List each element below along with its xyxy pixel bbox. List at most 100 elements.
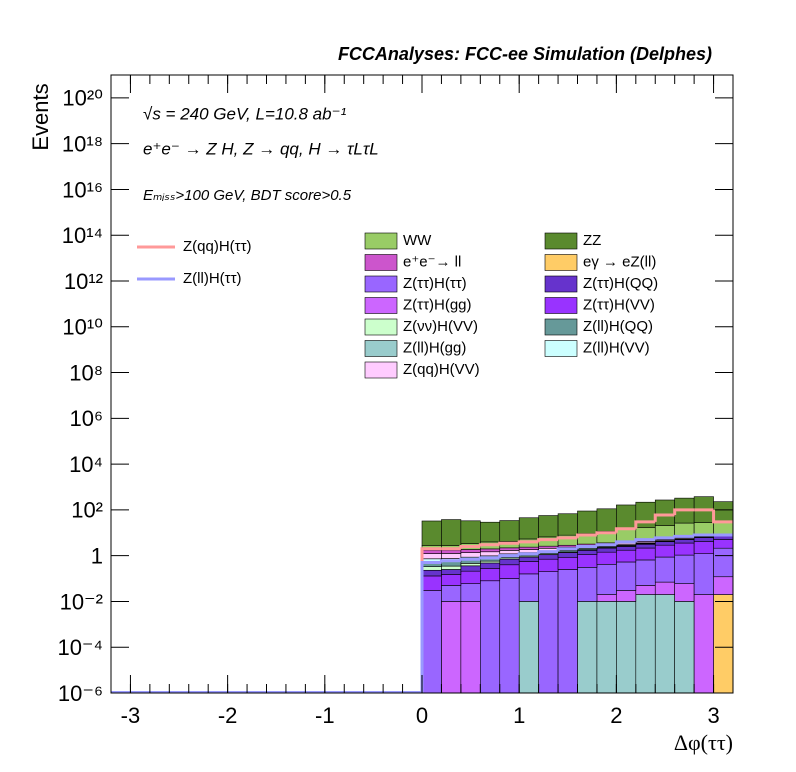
legend-label: Z(ττ)H(QQ) [583, 275, 658, 292]
bar-segment [460, 583, 481, 602]
bar-segment [421, 590, 442, 694]
bar-segment [460, 570, 481, 584]
x-tick-label: 1 [513, 703, 525, 728]
bar-segment [441, 553, 462, 559]
bar-segment [674, 583, 695, 602]
bar-segment [518, 561, 539, 575]
y-tick-label: 1 [91, 543, 103, 568]
legend-swatch [364, 297, 398, 314]
step-line [614, 540, 636, 545]
step-line [459, 545, 481, 549]
legend-label: Z(νν)H(VV) [403, 318, 478, 335]
legend-label: Z(ll)H(VV) [583, 339, 650, 356]
bar-segment [460, 565, 481, 572]
legend-swatch [364, 232, 398, 250]
bar-segment [538, 558, 559, 572]
bar-segment [713, 594, 734, 694]
bar-segment [713, 547, 734, 578]
legend-label: Z(qq)H(VV) [403, 361, 480, 378]
bar-segment [518, 549, 539, 553]
legend-swatch [364, 340, 398, 357]
legend-label: Z(ll)H(gg) [403, 339, 466, 356]
bar-segment [557, 569, 578, 694]
bar-segment [460, 563, 481, 567]
bar-segment [616, 561, 637, 591]
legend-label: eγ → eZ(ll) [583, 253, 656, 270]
legend-label: Z(ττ)H(gg) [403, 296, 472, 313]
step-line [517, 540, 539, 544]
legend-label: e⁺e⁻→ ll [403, 253, 461, 270]
legend-label: Z(ll)H(QQ) [583, 318, 653, 335]
step-line [420, 561, 442, 693]
bar-segment [421, 566, 442, 571]
step-line [692, 533, 714, 537]
bar-segment [518, 517, 539, 540]
bar-segment [441, 561, 462, 567]
bar-segment [480, 551, 501, 557]
bar-segment [480, 548, 501, 553]
legend-label: Z(ττ)H(VV) [583, 296, 655, 313]
y-tick-label: 10¹² [64, 269, 103, 294]
bar-segment [616, 601, 637, 694]
x-tick-label: 0 [416, 703, 428, 728]
y-tick-label: 10² [71, 498, 103, 523]
legend-label: Z(ll)H(ττ) [183, 270, 242, 287]
bar-segment [538, 515, 559, 538]
bar-segment [441, 585, 462, 602]
bar-segment [674, 542, 695, 556]
bar-segment [654, 556, 675, 583]
bar-segment [693, 541, 714, 554]
bar-segment [518, 556, 539, 562]
step-line [537, 538, 559, 542]
step-line [634, 538, 656, 542]
bar-segment [674, 554, 695, 584]
bar-segment [713, 539, 734, 549]
x-tick-label: 3 [707, 703, 719, 728]
bar-segment [616, 546, 637, 551]
y-tick-label: 10¹⁰ [62, 315, 103, 340]
legend-swatch [364, 318, 398, 336]
legend-swatch [544, 254, 578, 271]
bar-segment [538, 571, 559, 694]
bar-segment [441, 565, 462, 570]
step-line [556, 536, 578, 540]
bar-segment [441, 569, 462, 575]
bar-segment [480, 580, 501, 694]
bar-segment [635, 585, 656, 595]
bar-segment [460, 549, 481, 553]
bar-segment [421, 520, 442, 546]
y-tick-label: 10⁻⁴ [57, 635, 103, 660]
x-tick-label: -3 [121, 703, 141, 728]
legend-swatch [364, 361, 398, 379]
bar-segment [518, 546, 539, 550]
legend-swatch [544, 297, 578, 314]
legend-swatch [544, 275, 578, 293]
bar-segment [480, 521, 501, 543]
bar-segment [596, 547, 617, 553]
bar-segment [441, 574, 462, 586]
bar-segment [616, 504, 637, 530]
bar-segment [635, 501, 656, 529]
step-line [673, 534, 695, 538]
legend-swatch [364, 275, 398, 293]
bar-segment [460, 552, 481, 558]
bar-segment [635, 559, 656, 586]
bar-segment [577, 510, 598, 534]
step-line [576, 533, 597, 538]
step-line [595, 543, 617, 547]
legend-label: Z(ττ)H(ττ) [403, 275, 467, 292]
bar-segment [441, 549, 462, 554]
step-line [517, 552, 539, 556]
bar-segment [577, 550, 598, 555]
legend-label: Z(qq)H(ττ) [183, 238, 252, 255]
bar-segment [596, 594, 617, 602]
legend-swatch [544, 340, 578, 357]
legend-swatch [364, 254, 398, 271]
y-tick-label: 10⁻² [60, 589, 103, 614]
legend-swatch [544, 318, 578, 336]
y-tick-label: 10¹⁸ [62, 131, 103, 156]
bar-segment [577, 554, 598, 568]
legend-label: ZZ [583, 232, 601, 249]
step-line [478, 543, 500, 547]
bar-segment [596, 508, 617, 532]
